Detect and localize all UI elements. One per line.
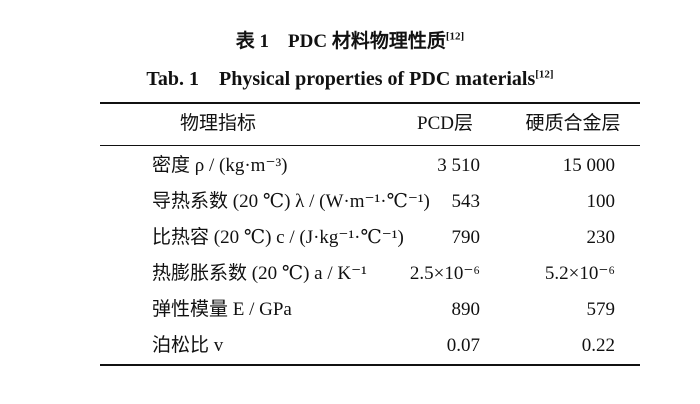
cell-value: 2.5×10⁻⁶ [409, 263, 480, 284]
cell-value: 0.22 [581, 335, 615, 356]
caption-en: Tab. 1 Physical properties of PDC materi… [0, 62, 700, 91]
caption-zh: 表 1 PDC 材料物理性质[12] [0, 26, 700, 53]
cell-value: 3 510 [437, 155, 480, 176]
caption-text: Tab. 1 Physical properties of PDC materi… [146, 68, 536, 90]
row-label: 泊松比 v [152, 335, 224, 356]
cell-value: 543 [451, 191, 481, 212]
header-cell: PCD层 [417, 113, 473, 134]
bottom-rule [100, 364, 640, 366]
cell-value: 579 [586, 299, 616, 320]
cell-value: 15 000 [562, 155, 615, 176]
caption-text: 表 1 PDC 材料物理性质 [235, 31, 446, 52]
row-label: 热膨胀系数 (20 ℃) a / K⁻¹ [152, 263, 367, 284]
cell-value: 0.07 [446, 335, 480, 356]
cell-value: 100 [586, 191, 616, 212]
cell-value: 5.2×10⁻⁶ [544, 263, 615, 284]
header-cell: 硬质合金层 [525, 113, 621, 134]
row-label: 导热系数 (20 ℃) λ / (W·m⁻¹·℃⁻¹) [152, 191, 430, 212]
cell-value: 230 [586, 227, 616, 248]
caption-ref: [12] [445, 30, 465, 43]
cell-value: 790 [451, 227, 481, 248]
caption-ref: [12] [535, 68, 554, 81]
row-label: 比热容 (20 ℃) c / (J·kg⁻¹·℃⁻¹) [152, 227, 404, 248]
cell-value: 890 [451, 299, 481, 320]
row-label: 密度 ρ / (kg·m⁻³) [152, 155, 288, 176]
header-cell: 物理指标 [180, 113, 257, 134]
mid-rule [100, 145, 640, 146]
row-label: 弹性模量 E / GPa [152, 299, 292, 320]
top-rule [100, 102, 640, 104]
